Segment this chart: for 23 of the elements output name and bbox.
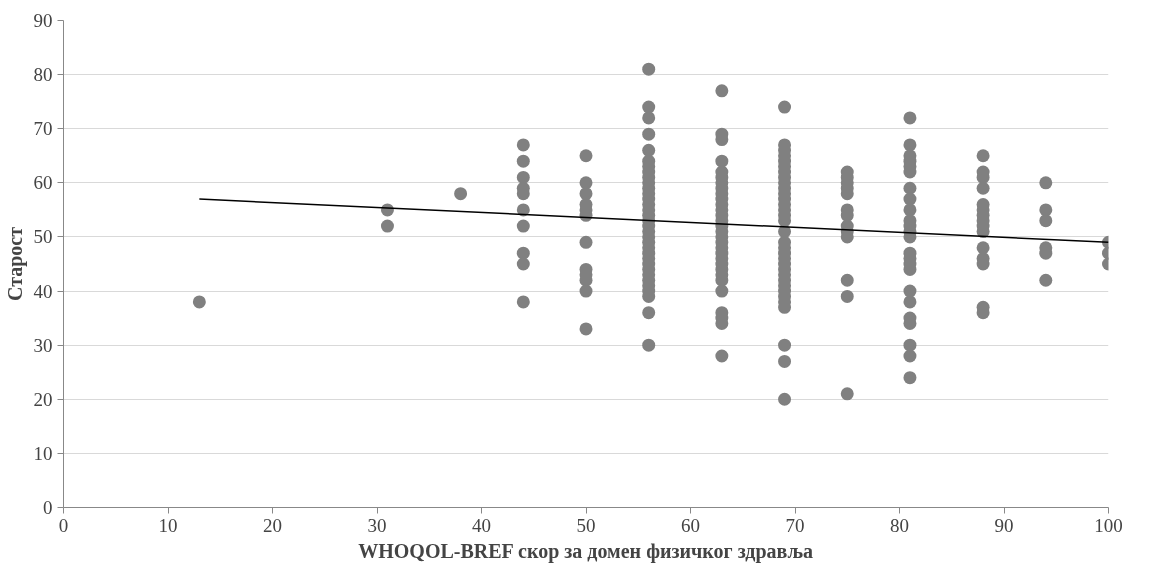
x-tick-label: 60 (681, 514, 700, 536)
y-tick-label: 0 (43, 497, 53, 518)
x-tick-label: 80 (890, 514, 909, 536)
y-tick-label: 60 (33, 172, 53, 194)
x-axis-title: WHOQOL-BREF скор за домен физичког здравља (358, 539, 814, 563)
y-tick-label: 90 (33, 10, 53, 31)
x-tick-label: 20 (263, 514, 282, 536)
y-tick-label: 50 (33, 226, 53, 248)
x-tick-label: 70 (785, 514, 805, 536)
y-tick-label: 70 (33, 118, 53, 140)
y-tick-label: 40 (33, 280, 53, 302)
y-tick-label: 30 (33, 334, 53, 356)
x-tick-label: 90 (994, 514, 1014, 536)
x-tick-label: 30 (367, 514, 387, 536)
y-tick-label: 10 (33, 442, 53, 464)
y-tick-label: 20 (33, 388, 53, 410)
x-tick-label: 100 (1094, 514, 1123, 536)
y-tick-label: 80 (33, 64, 53, 86)
x-tick-label: 10 (158, 514, 178, 536)
x-tick-label: 50 (576, 514, 596, 536)
x-tick-label: 0 (58, 514, 69, 536)
y-axis-title: Старост (3, 226, 27, 302)
x-tick-label: 40 (472, 514, 491, 536)
